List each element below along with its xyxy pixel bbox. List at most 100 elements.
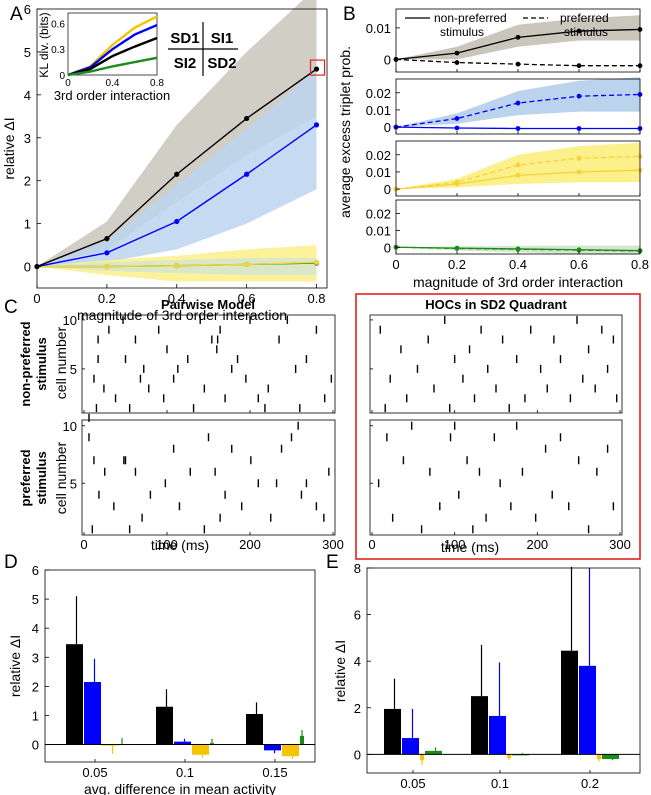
row-label-preferred: stimulus <box>34 451 49 504</box>
legend-dashed-label-line1: preferred <box>560 11 609 25</box>
bar-sd1 <box>264 744 281 751</box>
x-tick-label: 100 <box>444 537 466 552</box>
y-tick-label: 4 <box>24 88 31 103</box>
raster-axes <box>369 419 623 536</box>
point-preferred <box>576 247 582 253</box>
y-tick-label: 0.02 <box>366 86 391 101</box>
point-preferred <box>454 116 460 121</box>
bar-si2 <box>602 754 619 760</box>
bar-si1 <box>192 744 209 755</box>
y-tick-label: 10 <box>63 419 77 434</box>
x-axis-label: avg. difference in mean activity <box>84 781 276 795</box>
panel-label-d: D <box>4 552 18 573</box>
point-preferred <box>515 162 521 168</box>
bar-sd1 <box>489 715 506 755</box>
y-axis-label: relative ΔI <box>1 117 17 179</box>
inset-y-tick-label: 0.6 <box>51 19 65 30</box>
x-tick-label: 200 <box>526 537 548 552</box>
x-tick-label: 0.05 <box>82 765 107 780</box>
y-tick-label: 0.01 <box>366 223 391 238</box>
x-tick-label: 0.4 <box>168 291 186 306</box>
raster-axes <box>81 419 336 536</box>
x-tick-label: 0.2 <box>581 776 599 791</box>
y-tick-label: 0.02 <box>366 207 391 222</box>
y-tick-label: 0.02 <box>366 148 391 163</box>
panel-label-b: B <box>343 4 356 25</box>
bar-si1 <box>420 754 424 761</box>
point-preferred <box>576 155 582 161</box>
y-tick-label: 1 <box>24 217 31 232</box>
y-tick-label: 10 <box>63 313 77 328</box>
x-tick-label: 0.8 <box>307 291 325 306</box>
point-nonpreferred <box>454 50 460 56</box>
point-preferred <box>515 61 521 67</box>
point-sd2 <box>174 171 180 177</box>
x-tick-label: 0.6 <box>570 257 588 272</box>
y-axis-label: cell number <box>53 326 69 399</box>
x-tick-label: 0.1 <box>491 776 509 791</box>
inset-y-tick-label: 0 <box>59 71 65 82</box>
y-axis-label: relative ΔI <box>332 640 348 702</box>
y-tick-label: 5 <box>70 476 77 491</box>
raster-title-pairwise: Pairwise Model <box>161 297 255 312</box>
inset-x-tick-label: 0.8 <box>150 78 164 89</box>
legend-sd2: SD2 <box>207 55 236 72</box>
y-tick-label: 0 <box>354 747 361 762</box>
point-preferred <box>576 63 582 69</box>
bar-sd1 <box>579 665 596 755</box>
bar-sd2 <box>66 644 83 745</box>
x-tick-label: 0.2 <box>448 257 466 272</box>
x-axis-label: magnitude of 3rd order interaction <box>413 274 623 290</box>
point-sd1 <box>104 250 110 256</box>
inset-x-tick-label: 0 <box>65 78 71 89</box>
y-tick-label: 8 <box>354 561 361 576</box>
x-tick-label: 0.15 <box>262 765 287 780</box>
point-nonpreferred <box>576 28 582 34</box>
inset-line-sd2 <box>67 36 158 77</box>
point-nonpreferred <box>515 34 521 40</box>
highlight-box <box>355 293 641 560</box>
row-label-preferred: preferred <box>18 449 33 506</box>
highlight-box <box>309 59 326 76</box>
legend-sd1: SD1 <box>170 30 199 47</box>
x-tick-label: 0.1 <box>176 765 194 780</box>
bar-sd2 <box>471 696 488 755</box>
legend-si1: SI1 <box>211 30 234 47</box>
y-tick-label: 0 <box>384 120 391 135</box>
raster-title-hocs: HOCs in SD2 Quadrant <box>425 297 567 312</box>
legend-solid-label-line1: non-preferred <box>434 11 507 25</box>
bar-si1 <box>507 754 511 758</box>
band-sd2 <box>37 0 317 267</box>
x-tick-label: 0.05 <box>400 776 425 791</box>
y-tick-label: 0.01 <box>366 165 391 180</box>
inset-y-tick-label: 0.3 <box>51 45 65 56</box>
point-preferred <box>454 179 460 185</box>
x-tick-label: 200 <box>239 537 261 552</box>
panel-label-c: C <box>4 297 18 318</box>
bar-si1 <box>597 754 601 760</box>
point-preferred <box>515 100 521 106</box>
point-si1 <box>104 263 110 270</box>
y-tick-label: 0 <box>384 182 391 197</box>
y-tick-label: 6 <box>32 563 39 578</box>
point-nonpreferred <box>576 126 582 131</box>
x-tick-label: 0 <box>368 537 375 552</box>
y-tick-label: 2 <box>354 701 361 716</box>
panel-label-a: A <box>10 4 23 25</box>
legend-si2: SI2 <box>174 55 197 72</box>
y-tick-label: 5 <box>32 592 39 607</box>
y-tick-label: 3 <box>32 650 39 665</box>
point-sd1 <box>313 122 320 128</box>
x-tick-label: 300 <box>609 537 631 552</box>
bar-sd2 <box>384 708 401 755</box>
inset-x-axis-label: 3rd order interaction <box>54 88 170 103</box>
x-tick-label: 0 <box>392 257 399 272</box>
point-nonpreferred <box>515 172 521 178</box>
point-si1 <box>313 259 320 265</box>
row-label-nonpreferred: non-preferred <box>18 321 33 406</box>
row-label-nonpreferred: stimulus <box>34 337 49 390</box>
point-preferred <box>576 93 582 99</box>
point-preferred <box>454 246 460 251</box>
y-tick-label: 0 <box>384 240 391 255</box>
point-si1 <box>174 263 180 269</box>
